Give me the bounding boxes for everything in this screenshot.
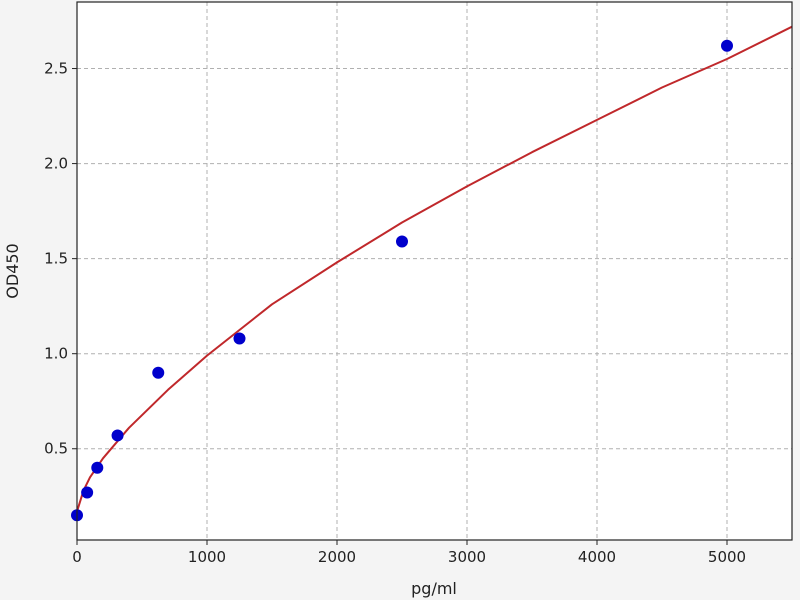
x-tick-label: 1000	[188, 548, 226, 566]
data-point	[721, 39, 733, 52]
data-point	[233, 332, 246, 345]
x-tick-label: 2000	[318, 548, 356, 566]
y-tick-label: 1.5	[44, 250, 68, 268]
x-tick-label: 0	[72, 548, 82, 566]
plot-frame	[76, 1, 793, 541]
x-ticks: 0 1000 2000 3000 4000 5000	[72, 540, 746, 566]
x-tick-label: 3000	[448, 548, 486, 566]
data-point	[91, 461, 104, 474]
data-point	[111, 429, 124, 442]
y-tick-label: 2.0	[44, 155, 68, 173]
grid	[77, 2, 792, 540]
data-point	[152, 366, 165, 379]
y-tick-label: 2.5	[44, 60, 68, 78]
data-points	[71, 39, 733, 522]
plot-area	[77, 2, 792, 540]
y-axis-label: OD450	[3, 243, 22, 298]
y-tick-label: 0.5	[44, 440, 68, 458]
y-ticks: 0.5 1.0 1.5 2.0 2.5	[44, 60, 77, 458]
data-point	[396, 235, 408, 248]
data-point	[81, 486, 94, 499]
x-tick-label: 4000	[578, 548, 616, 566]
y-tick-label: 1.0	[44, 345, 68, 363]
x-tick-label: 5000	[708, 548, 746, 566]
x-axis-label: pg/ml	[411, 579, 457, 598]
